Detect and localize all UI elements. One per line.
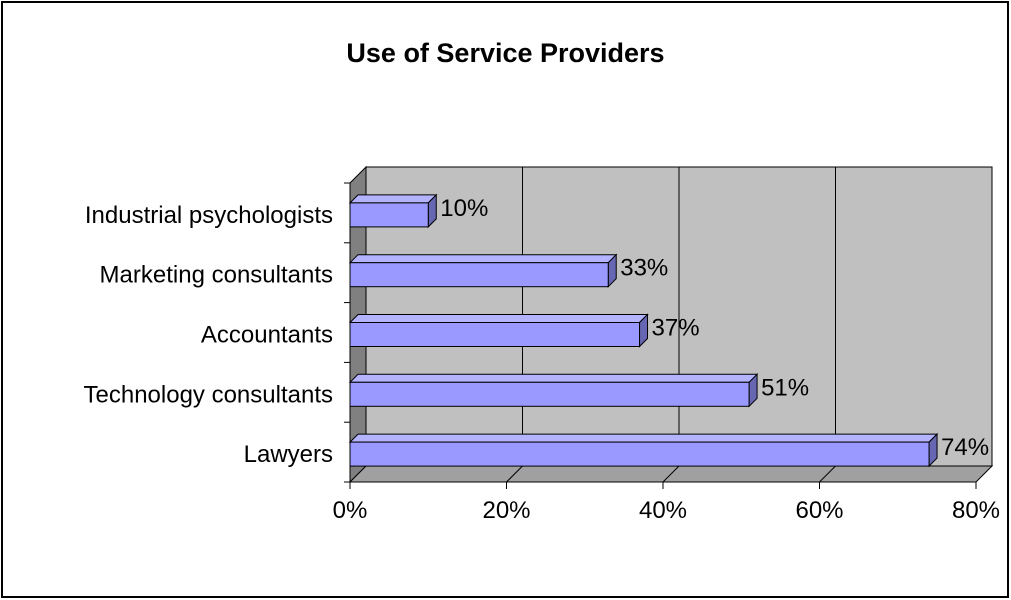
- x-tick-label: 0%: [333, 497, 368, 524]
- bar-front-face: [349, 202, 429, 228]
- floor-gridline: [662, 465, 680, 483]
- bar-front-face: [349, 322, 641, 347]
- category-label: Lawyers: [244, 441, 333, 468]
- bar-marketing-consultants: [348, 253, 618, 288]
- floor-gridline: [506, 465, 523, 483]
- bar-technology-consultants: [348, 373, 759, 408]
- bar-front-face: [349, 441, 930, 467]
- chart-title: Use of Service Providers: [346, 38, 665, 68]
- data-label: 37%: [652, 315, 700, 342]
- bar-top-face: [348, 194, 438, 204]
- data-label: 10%: [440, 195, 488, 222]
- bar-top-face: [348, 314, 649, 323]
- category-label: Industrial psychologists: [85, 202, 333, 229]
- bar-front-face: [349, 262, 609, 288]
- bar-industrial-psychologists: [348, 193, 438, 229]
- category-label: Marketing consultants: [100, 262, 333, 289]
- category-label: Technology consultants: [84, 381, 334, 408]
- bar-top-face: [348, 373, 759, 383]
- x-tick-label: 40%: [639, 497, 687, 524]
- bar-accountants: [348, 313, 649, 348]
- category-label: Accountants: [201, 322, 333, 349]
- x-tick-label: 60%: [795, 497, 843, 524]
- bar-front-face: [349, 381, 750, 407]
- floor-gridline: [819, 465, 836, 483]
- bar-lawyers: [348, 432, 939, 468]
- data-label: 74%: [941, 434, 989, 461]
- bar-top-face: [348, 433, 939, 443]
- bar-top-face: [348, 254, 618, 264]
- x-tick-label: 80%: [952, 497, 1000, 524]
- data-label: 33%: [620, 255, 668, 282]
- x-tick-label: 20%: [482, 497, 530, 524]
- data-label: 51%: [761, 374, 809, 401]
